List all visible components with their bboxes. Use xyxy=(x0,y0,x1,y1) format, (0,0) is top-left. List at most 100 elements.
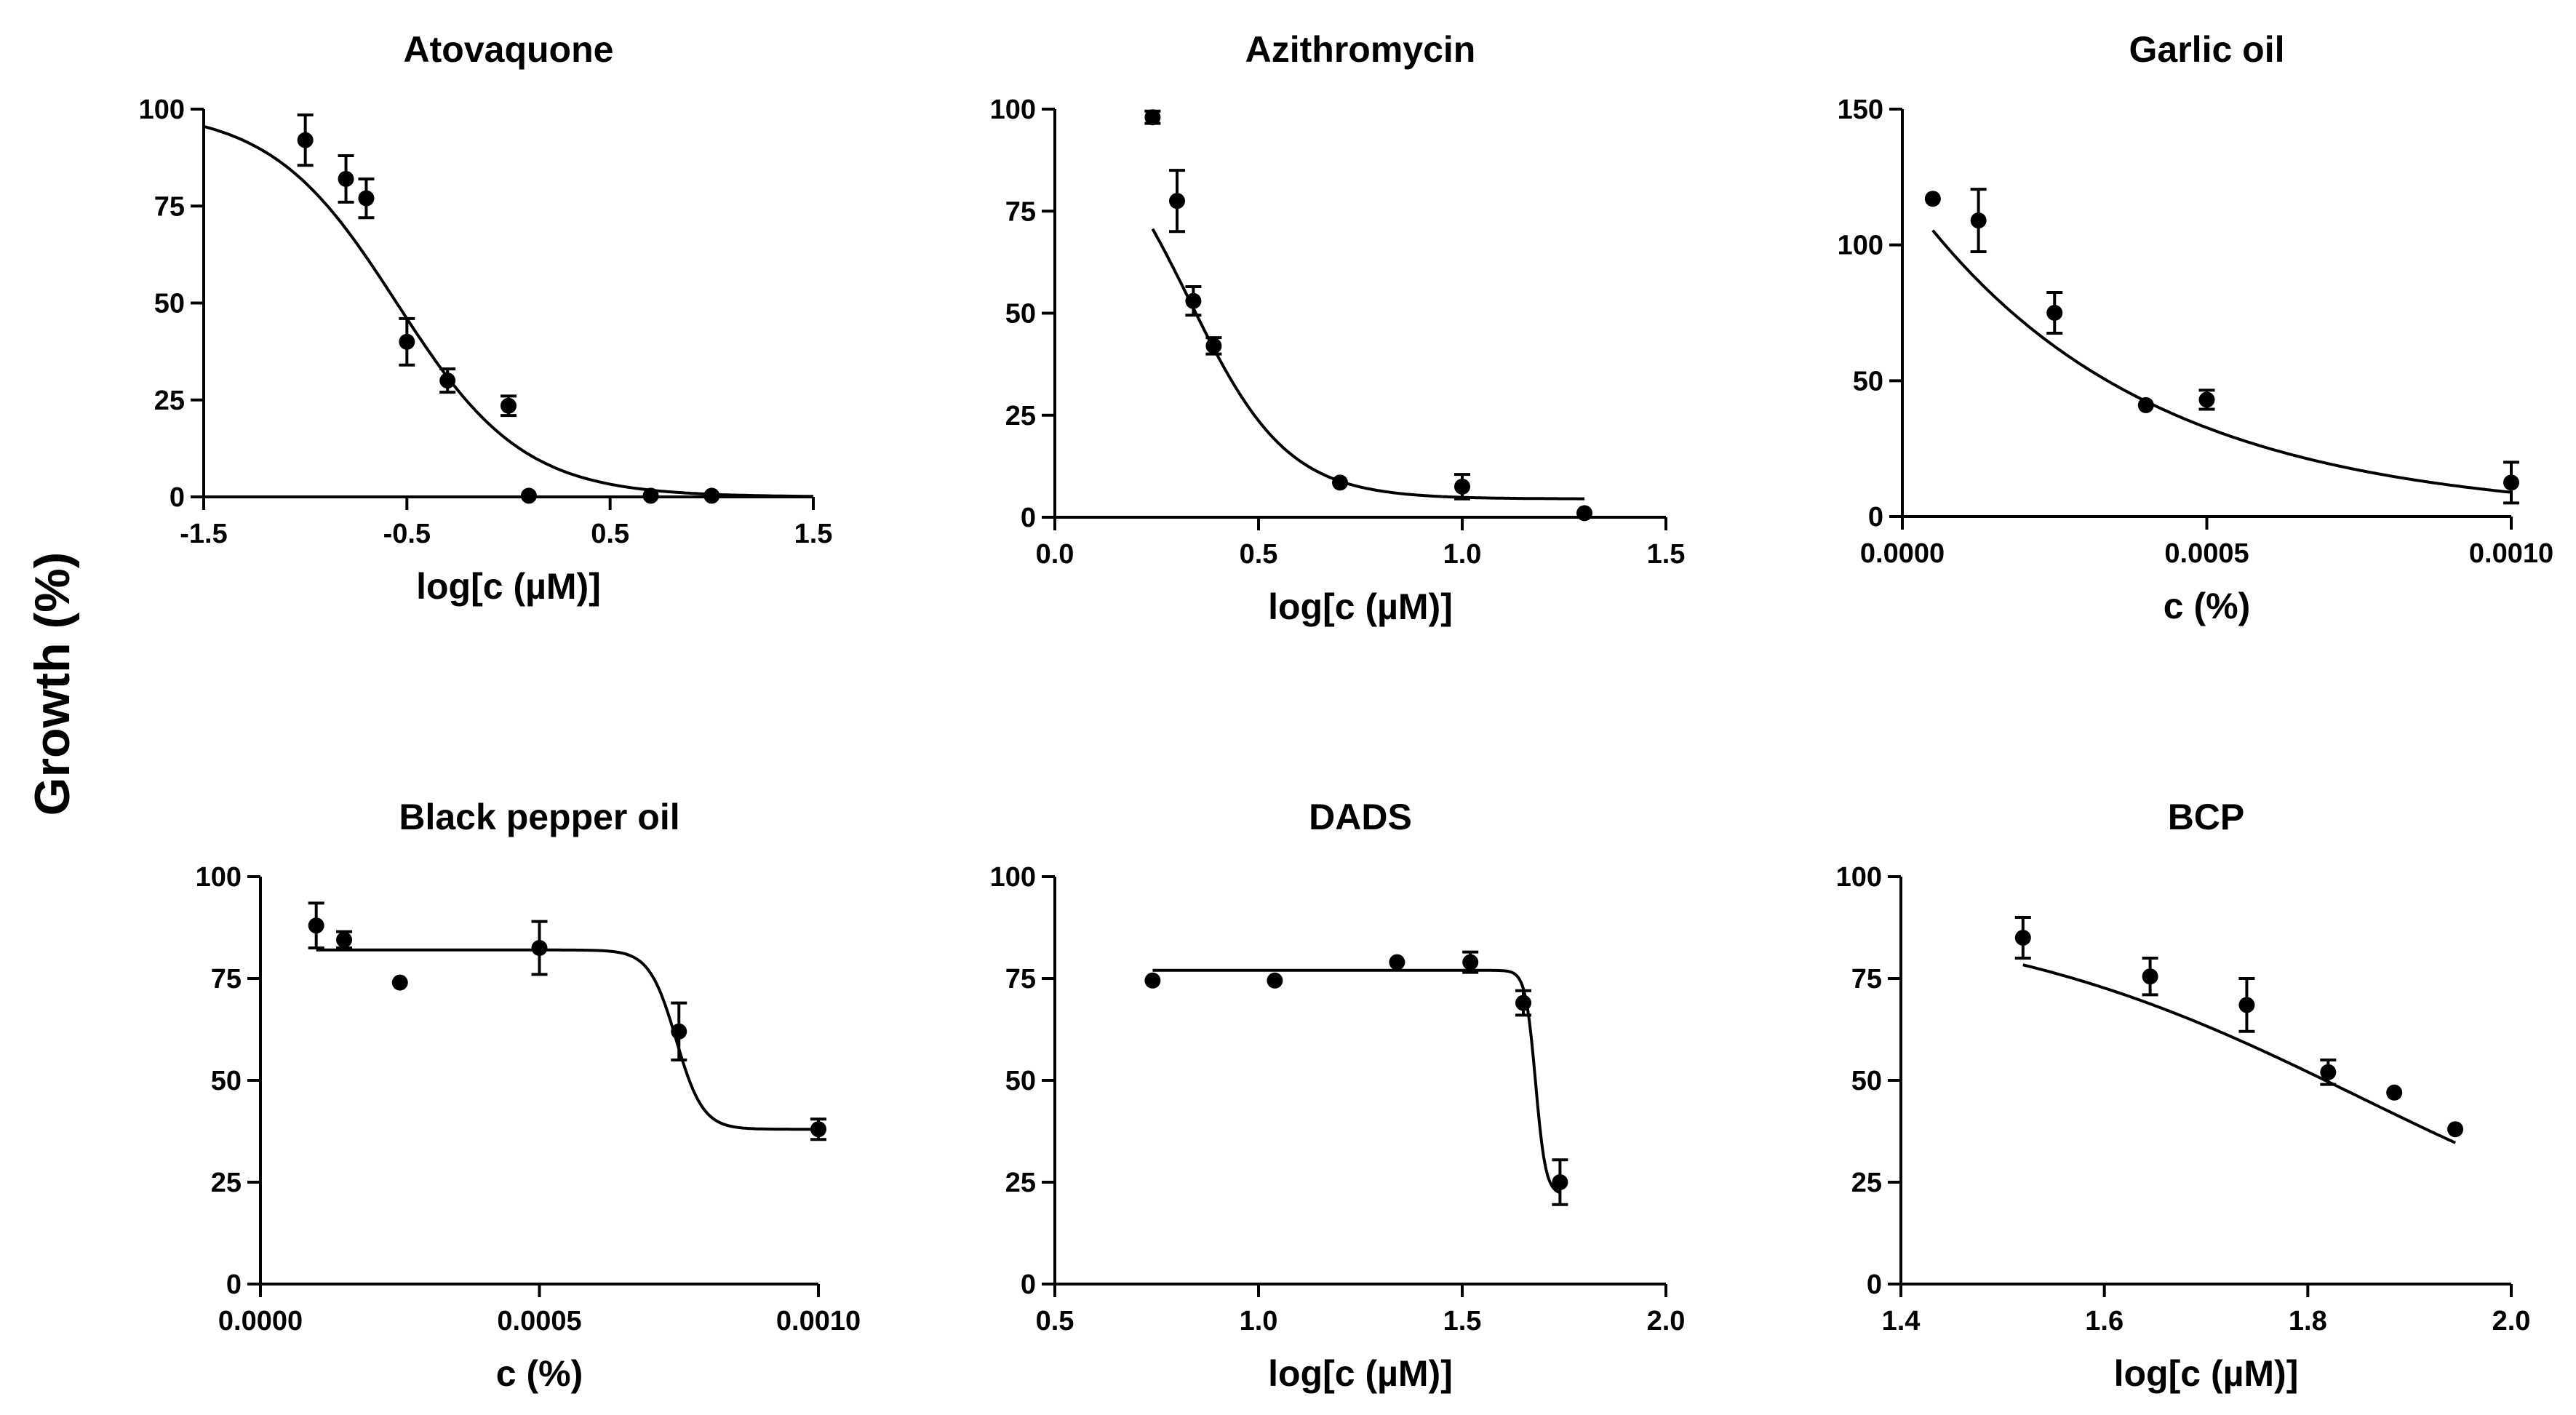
x-tick-label: 0.5 xyxy=(1240,539,1278,570)
fit-curve xyxy=(1151,228,1584,501)
chart-panel: Garlic oil 0 50 100 150 0.0000 0.0005 0.0010 c (… xyxy=(1838,29,2554,626)
data-point xyxy=(2447,1121,2464,1138)
y-tick-label: 100 xyxy=(990,862,1036,893)
chart-title: Garlic oil xyxy=(2129,29,2285,70)
data-point xyxy=(2386,1084,2403,1101)
data-point xyxy=(336,931,353,948)
data-point xyxy=(1144,972,1161,989)
y-tick-label: 100 xyxy=(139,95,185,125)
x-axis-label: c (%) xyxy=(496,1353,583,1394)
data-point xyxy=(1515,995,1531,1011)
y-tick-label: 50 xyxy=(1853,366,1883,396)
data-point xyxy=(671,1023,687,1040)
y-tick-label: 100 xyxy=(990,95,1036,125)
x-tick-label: 0.0000 xyxy=(1860,538,1945,569)
data-point xyxy=(2137,396,2154,413)
chart-panel: Black pepper oil 0 25 50 75 100 0.0000 0.0005 0.… xyxy=(196,797,861,1394)
x-tick-label: 0.0010 xyxy=(776,1306,861,1336)
fit-curve xyxy=(2022,963,2456,1144)
data-point xyxy=(1267,972,1283,989)
x-tick-label: -1.5 xyxy=(180,519,227,549)
fit-curve xyxy=(316,948,818,1131)
x-axis-label: log[c (µM)] xyxy=(1268,1353,1453,1394)
y-tick-label: 50 xyxy=(1851,1066,1882,1096)
fit-curve xyxy=(1152,968,1561,1195)
y-tick-label: 50 xyxy=(211,1066,242,1096)
y-tick-label: 0 xyxy=(1868,502,1883,533)
y-tick-label: 25 xyxy=(211,1168,242,1198)
data-point xyxy=(1924,191,1941,207)
y-tick-label: 0 xyxy=(1021,1269,1036,1300)
y-tick-label: 0 xyxy=(1021,503,1036,533)
chart-title: Atovaquone xyxy=(404,29,614,70)
y-tick-label: 0 xyxy=(1867,1269,1882,1300)
data-point xyxy=(2320,1064,2337,1080)
data-point xyxy=(2198,391,2215,408)
chart-title: BCP xyxy=(2168,797,2245,837)
y-tick-label: 50 xyxy=(1005,1066,1036,1096)
data-point xyxy=(810,1121,826,1138)
x-tick-label: -0.5 xyxy=(383,519,431,549)
data-point xyxy=(391,974,408,991)
x-axis-label: log[c (µM)] xyxy=(1268,586,1453,627)
x-tick-label: 1.0 xyxy=(1443,539,1482,570)
x-tick-label: 0.0005 xyxy=(2164,538,2249,569)
data-point xyxy=(399,333,415,350)
data-point xyxy=(703,487,720,504)
chart-panel: DADS 0 25 50 75 100 0.5 1.0 1.5 2.0 log[c (µM)] xyxy=(990,797,1686,1394)
data-point xyxy=(338,170,354,187)
x-tick-label: 1.6 xyxy=(2085,1306,2124,1336)
chart-title: DADS xyxy=(1309,797,1412,837)
data-point xyxy=(1462,954,1479,970)
data-point xyxy=(1970,212,1987,229)
y-tick-label: 0 xyxy=(226,1269,242,1300)
chart-panel: Atovaquone 0 25 50 75 100 -1.5 -0.5 0.5 1.5 log[c … xyxy=(139,29,833,607)
x-tick-label: 1.4 xyxy=(1882,1306,1921,1336)
y-tick-label: 75 xyxy=(1005,196,1036,227)
y-tick-label: 50 xyxy=(154,289,185,319)
data-point xyxy=(1389,954,1405,970)
shared-y-axis-label: Growth (%) xyxy=(25,552,80,816)
data-point xyxy=(501,397,517,414)
y-tick-label: 100 xyxy=(1838,231,1883,261)
data-point xyxy=(2503,474,2519,491)
chart-title: Azithromycin xyxy=(1245,29,1476,70)
y-tick-label: 75 xyxy=(1005,964,1036,995)
data-point xyxy=(1169,193,1185,210)
data-point xyxy=(1576,505,1592,522)
x-tick-label: 1.8 xyxy=(2289,1306,2327,1336)
x-axis-label: c (%) xyxy=(2164,586,2250,626)
x-tick-label: 0.0000 xyxy=(218,1306,303,1336)
x-axis-label: log[c (µM)] xyxy=(416,566,601,607)
y-tick-label: 100 xyxy=(1836,862,1882,893)
y-tick-label: 25 xyxy=(1005,401,1036,431)
x-tick-label: 2.0 xyxy=(1647,1306,1686,1336)
data-point xyxy=(1332,474,1348,491)
fit-curve xyxy=(203,124,814,498)
data-point xyxy=(642,487,659,504)
x-tick-label: 1.5 xyxy=(1443,1306,1482,1336)
data-point xyxy=(2014,930,2031,946)
y-tick-label: 0 xyxy=(170,482,185,513)
data-point xyxy=(1185,292,1202,309)
y-tick-label: 75 xyxy=(154,191,185,222)
y-tick-label: 25 xyxy=(1851,1168,1882,1198)
chart-panel: BCP 0 25 50 75 100 1.4 1.6 1.8 2.0 log[c (µM)] xyxy=(1836,797,2531,1394)
x-tick-label: 0.0 xyxy=(1036,539,1074,570)
data-point xyxy=(1144,109,1161,126)
x-tick-label: 0.5 xyxy=(1036,1306,1074,1336)
chart-panel: Azithromycin 0 25 50 75 100 0.0 0.5 1.0 1.5 log[c … xyxy=(990,29,1686,627)
data-point xyxy=(2142,968,2158,985)
y-tick-label: 25 xyxy=(1005,1168,1036,1198)
data-point xyxy=(1205,338,1222,354)
y-tick-label: 50 xyxy=(1005,299,1036,330)
panels: Atovaquone 0 25 50 75 100 -1.5 -0.5 0.5 1.5 log[c … xyxy=(139,29,2554,1394)
data-point xyxy=(297,132,314,148)
data-point xyxy=(308,917,324,934)
fit-curve xyxy=(1931,229,2512,494)
data-point xyxy=(520,487,537,504)
data-point xyxy=(2238,997,2255,1013)
data-point xyxy=(358,190,375,207)
data-point xyxy=(439,372,456,389)
